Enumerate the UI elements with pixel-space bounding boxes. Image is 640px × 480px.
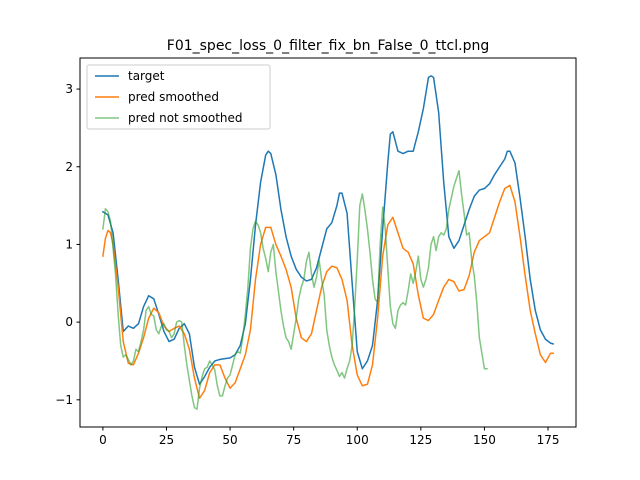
y-axis: −1 0 1 2 3 — [55, 82, 80, 407]
legend: target pred smoothed pred not smoothed — [86, 64, 271, 130]
x-tick-label: 25 — [159, 433, 174, 447]
y-tick-label: 1 — [65, 237, 73, 251]
series-line-pred-smoothed — [102, 184, 554, 400]
legend-label-target: target — [128, 69, 165, 83]
x-tick-label: 100 — [346, 433, 369, 447]
legend-label-pred-smoothed: pred smoothed — [128, 90, 219, 104]
legend-box — [86, 64, 271, 130]
chart-title: F01_spec_loss_0_filter_fix_bn_False_0_tt… — [167, 38, 489, 54]
y-tick-label: 3 — [65, 82, 73, 96]
x-tick-label: 0 — [99, 433, 107, 447]
axes-frame — [79, 57, 577, 428]
series-line-pred-not-smoothed — [102, 169, 488, 410]
x-tick-label: 150 — [473, 433, 496, 447]
plot-area — [101, 75, 555, 410]
y-tick-label: 2 — [65, 160, 73, 174]
x-tick-label: 175 — [537, 433, 560, 447]
x-tick-label: 75 — [286, 433, 301, 447]
y-tick-label: −1 — [55, 393, 73, 407]
series-layer — [101, 75, 555, 410]
legend-label-pred-not-smoothed: pred not smoothed — [128, 111, 243, 125]
x-tick-label: 125 — [409, 433, 432, 447]
x-axis: 0 25 50 75 100 125 150 175 — [99, 427, 559, 447]
x-tick-label: 50 — [222, 433, 237, 447]
y-tick-label: 0 — [65, 315, 73, 329]
